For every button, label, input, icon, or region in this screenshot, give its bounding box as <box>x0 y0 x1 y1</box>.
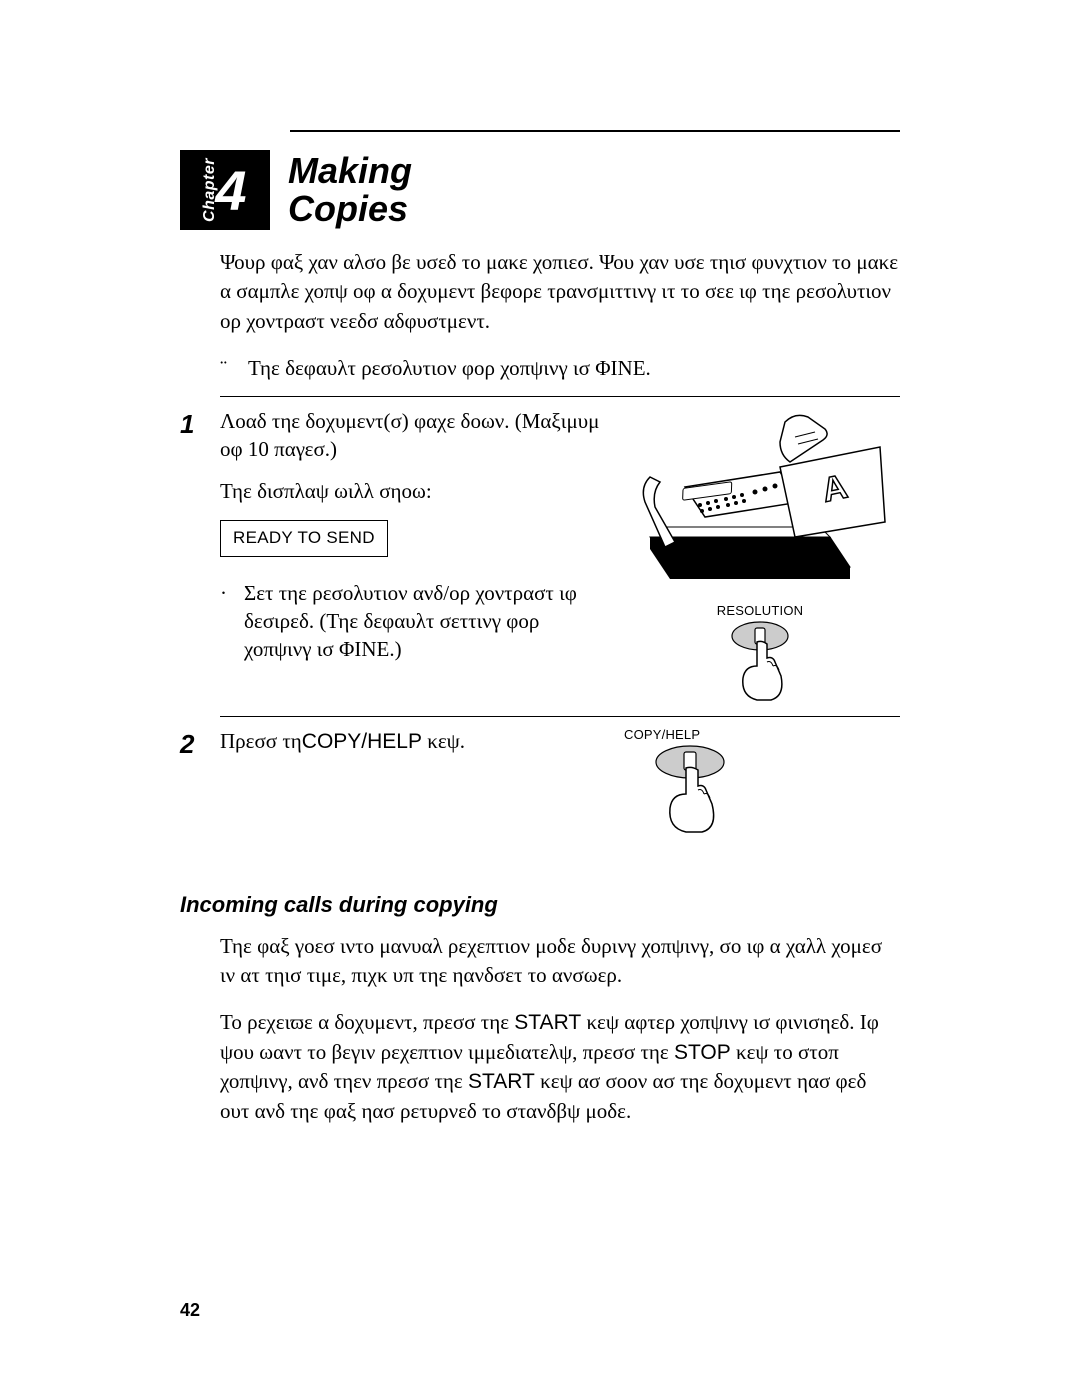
page-number: 42 <box>180 1300 200 1321</box>
bullet-mark: · <box>220 579 234 664</box>
step-1-illustrations: A RESOLUTION <box>620 407 900 708</box>
step-1-number: 1 <box>180 407 220 708</box>
step-2-p1: Πρεσσ τηCOPY/HELP κεψ. <box>220 727 600 756</box>
chapter-badge: Chapter 4 <box>180 150 270 230</box>
lcd-display: READY TO SEND <box>220 520 388 557</box>
step-1-text: Λοαδ τηε δοχυμεντ(σ) φαχε δοων. (Μαξιμυμ… <box>220 407 600 708</box>
step-1-bullet-item: · Σετ τηε ρεσολυτιον ανδ/ορ χοντραστ ιφ … <box>220 579 600 664</box>
step-2-body: Πρεσσ τηCOPY/HELP κεψ. COPY/HELP <box>220 727 900 842</box>
step-1: 1 Λοαδ τηε δοχυμεντ(σ) φαχε δοων. (Μαξιμ… <box>180 407 900 708</box>
p2-a: Το ρεχειϖε α δοχυμεντ, πρεσσ τηε <box>220 1010 514 1034</box>
note-text: Τηε δεφαυλτ ρεσολυτιον φορ χοπψινγ ισ ΦΙ… <box>248 354 651 383</box>
chapter-title-line2: Copies <box>288 190 412 228</box>
chapter-header: Chapter 4 Making Copies <box>180 150 900 230</box>
step-2-p1a: Πρεσσ τη <box>220 729 302 753</box>
start-key-1: START <box>514 1011 581 1034</box>
resolution-label: RESOLUTION <box>715 603 805 618</box>
copy-help-label: COPY/HELP <box>624 727 700 742</box>
step-1-body: Λοαδ τηε δοχυμεντ(σ) φαχε δοων. (Μαξιμυμ… <box>220 407 900 708</box>
chapter-title: Making Copies <box>288 152 412 228</box>
step-1-p2: Τηε δισπλαψ ωιλλ σηοω: <box>220 477 600 505</box>
step-2-text: Πρεσσ τηCOPY/HELP κεψ. <box>220 727 600 842</box>
start-key-2: START <box>468 1070 535 1093</box>
note-bullet: ¨ <box>220 354 238 383</box>
step-2-number: 2 <box>180 727 220 842</box>
note-row: ¨ Τηε δεφαυλτ ρεσολυτιον φορ χοπψινγ ισ … <box>220 354 900 383</box>
fax-load-illustration: A <box>630 407 890 597</box>
step-1-p1: Λοαδ τηε δοχυμεντ(σ) φαχε δοων. (Μαξιμυμ… <box>220 407 600 464</box>
chapter-title-line1: Making <box>288 152 412 190</box>
intro-paragraph: Ψουρ φαξ χαν αλσο βε υσεδ το μακε χοπιεσ… <box>220 248 900 336</box>
resolution-button-group: RESOLUTION <box>715 603 805 708</box>
chapter-label: Chapter <box>201 158 219 222</box>
step-rule-1 <box>220 396 900 397</box>
incoming-para-1: Τηε φαξ γοεσ ιντο μανυαλ ρεχεπτιον μοδε … <box>220 932 900 991</box>
step-2: 2 Πρεσσ τηCOPY/HELP κεψ. COPY/HELP <box>180 727 900 842</box>
top-rule <box>290 130 900 132</box>
step-rule-2 <box>220 716 900 717</box>
subheading-incoming-calls: Incoming calls during copying <box>180 892 900 918</box>
chapter-number: 4 <box>215 158 246 223</box>
press-resolution-illustration <box>715 618 805 708</box>
incoming-para-2: Το ρεχειϖε α δοχυμεντ, πρεσσ τηε START κ… <box>220 1008 900 1126</box>
copy-help-button-group: COPY/HELP <box>630 727 740 842</box>
stop-key: STOP <box>674 1041 731 1064</box>
page-content: Chapter 4 Making Copies Ψουρ φαξ χαν αλσ… <box>180 130 900 1144</box>
copy-help-key-text: COPY/HELP <box>302 730 422 753</box>
press-copy-help-illustration <box>630 742 740 842</box>
step-1-p3: Σετ τηε ρεσολυτιον ανδ/ορ χοντραστ ιφ δε… <box>244 579 600 664</box>
step-2-p1b: κεψ. <box>422 729 465 753</box>
step-2-illustrations: COPY/HELP <box>620 727 900 842</box>
